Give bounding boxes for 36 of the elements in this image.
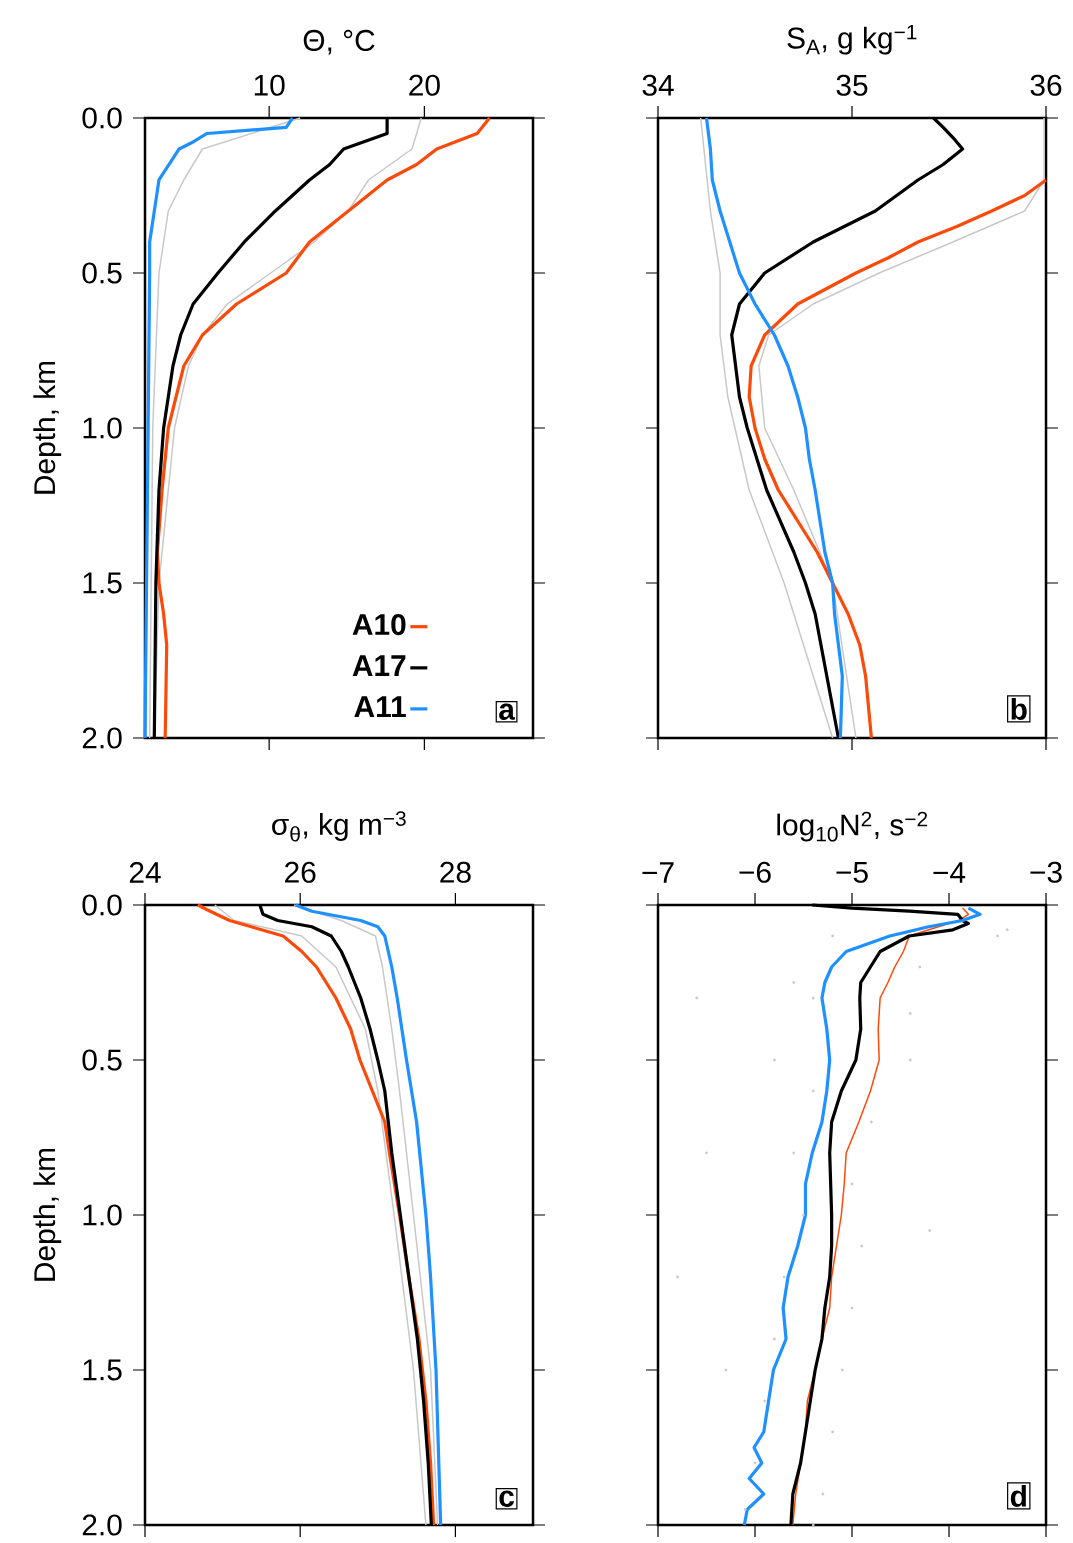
annotation: b	[1011, 697, 1027, 720]
y-tick-label: 1.5	[83, 1359, 122, 1381]
annotation: a	[499, 703, 516, 720]
x-tick-label: −3	[1030, 861, 1062, 883]
x-tick-label: −4	[933, 862, 966, 883]
y-tick-label: 0.0	[82, 107, 122, 129]
y-tick-label: 2.0	[82, 727, 122, 749]
x-tick-label: −5	[836, 861, 868, 883]
y-tick-label: 1.5	[83, 572, 122, 594]
x-axis-title: Θ, °C	[303, 29, 375, 55]
x-tick-label: 24	[129, 861, 161, 883]
y-tick-label: 1.0	[83, 1204, 122, 1226]
x-axis-title: σ$_{θ}$, kg m$^{−3}$	[272, 811, 406, 842]
y-axis-title: Depth, km	[33, 1148, 62, 1281]
annotation: d	[1010, 1484, 1026, 1507]
x-tick-label: 34	[642, 74, 674, 96]
y-tick-label: 0.5	[82, 1049, 122, 1071]
x-axis-title: S$_{A}$, g kg$^{−1}$	[787, 24, 917, 55]
y-axis-title: Depth, km	[33, 361, 62, 494]
y-tick-label: 1.0	[83, 417, 122, 439]
legend-label: A17	[352, 655, 406, 676]
legend-label: A11	[354, 696, 406, 717]
x-tick-label: 36	[1030, 74, 1062, 96]
annotation: c	[499, 1490, 515, 1507]
x-tick-label: −7	[642, 862, 674, 883]
x-tick-label: 26	[285, 861, 316, 883]
x-tick-label: 35	[836, 74, 868, 96]
x-tick-label: −6	[739, 861, 771, 883]
x-tick-label: 20	[409, 74, 440, 96]
y-tick-label: 0.0	[82, 894, 122, 916]
x-axis-title: log$_{10}$N$^{2}$, s$^{−2}$	[777, 811, 928, 842]
legend-label: A10	[352, 613, 406, 636]
x-tick-label: 10	[254, 74, 285, 96]
y-tick-label: 2.0	[82, 1514, 122, 1536]
x-tick-label: 28	[440, 861, 471, 883]
y-tick-label: 0.5	[82, 262, 122, 284]
